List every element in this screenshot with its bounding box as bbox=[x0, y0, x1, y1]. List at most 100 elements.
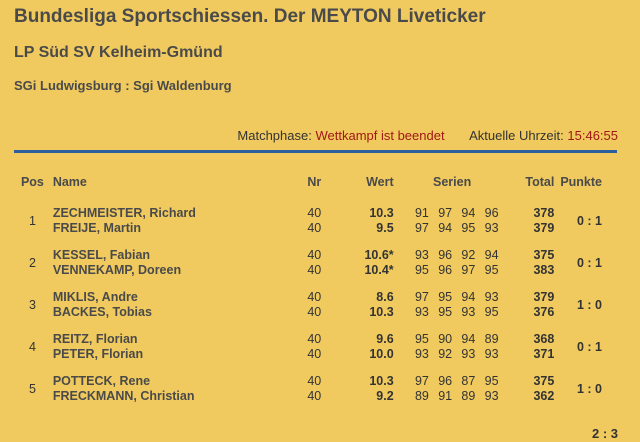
shot-value: 10.3 bbox=[369, 206, 394, 220]
series-score: 91 bbox=[438, 389, 453, 403]
league-subtitle: LP Süd SV Kelheim-Gmünd bbox=[14, 44, 223, 61]
shot-count: 40 bbox=[307, 332, 322, 346]
total-score: 383 bbox=[533, 263, 555, 277]
header-wert: Wert bbox=[366, 175, 394, 189]
shot-count: 40 bbox=[307, 290, 322, 304]
header-pos: Pos bbox=[20, 175, 44, 189]
table-header-row: Pos Name Nr Wert Serien Total Punkte bbox=[14, 170, 618, 194]
series-score: 95 bbox=[414, 263, 429, 277]
shot-count: 40 bbox=[307, 248, 322, 262]
shooter-name: MIKLIS, Andre bbox=[52, 290, 138, 304]
series-score: 89 bbox=[461, 389, 476, 403]
shot-value: 9.2 bbox=[376, 389, 394, 403]
total-score: 375 bbox=[533, 248, 555, 262]
series-score: 96 bbox=[438, 374, 453, 388]
table-row: 3 MIKLIS, Andre 40 8.6 97 95 94 93 379 1 : 0 bbox=[14, 278, 618, 312]
total-score: 371 bbox=[533, 347, 555, 361]
series-score: 93 bbox=[484, 290, 499, 304]
series-score: 96 bbox=[484, 206, 499, 220]
table-row: FRECKMANN, Christian 40 9.2 89 91 89 93 362 bbox=[14, 389, 618, 404]
series-score: 87 bbox=[461, 374, 476, 388]
series-score: 89 bbox=[484, 332, 499, 346]
shot-count: 40 bbox=[307, 389, 322, 403]
shot-value: 10.0 bbox=[369, 347, 394, 361]
header-name: Name bbox=[52, 175, 87, 189]
match-points: 1 : 0 bbox=[576, 381, 602, 396]
series-score: 93 bbox=[414, 347, 429, 361]
series-score: 93 bbox=[484, 347, 499, 361]
match-points: 0 : 1 bbox=[576, 255, 602, 270]
series-score: 97 bbox=[461, 263, 476, 277]
shot-value: 8.6 bbox=[376, 290, 394, 304]
shot-count: 40 bbox=[307, 263, 322, 277]
series-score: 95 bbox=[484, 374, 499, 388]
shot-value: 10.4* bbox=[364, 263, 394, 277]
pos-cell: 2 bbox=[28, 255, 36, 270]
series-score: 94 bbox=[461, 332, 476, 346]
total-score: 378 bbox=[533, 206, 555, 220]
table-row: 1 ZECHMEISTER, Richard 40 10.3 91 97 94 96 378 0 … bbox=[14, 194, 618, 228]
series-score: 95 bbox=[438, 290, 453, 304]
shot-count: 40 bbox=[307, 347, 322, 361]
shooter-name: REITZ, Florian bbox=[52, 332, 138, 346]
table-row: FREIJE, Martin 40 9.5 97 94 95 93 379 bbox=[14, 221, 618, 236]
shot-count: 40 bbox=[307, 374, 322, 388]
series-score: 95 bbox=[461, 221, 476, 235]
series-score: 96 bbox=[438, 248, 453, 262]
series-score: 93 bbox=[484, 389, 499, 403]
shot-count: 40 bbox=[307, 305, 322, 319]
table-row: BACKES, Tobias 40 10.3 93 95 93 95 376 bbox=[14, 305, 618, 320]
time-value: 15:46:55 bbox=[567, 128, 618, 143]
series-score: 90 bbox=[438, 332, 453, 346]
status-bar: Matchphase: Wettkampf ist beendet Aktuel… bbox=[237, 128, 618, 143]
series-score: 94 bbox=[461, 206, 476, 220]
header-total: Total bbox=[525, 175, 555, 189]
matchphase-value: Wettkampf ist beendet bbox=[315, 128, 445, 143]
shooter-name: POTTECK, Rene bbox=[52, 374, 151, 388]
match-points: 0 : 1 bbox=[576, 213, 602, 228]
series-score: 97 bbox=[414, 290, 429, 304]
series-score: 97 bbox=[438, 206, 453, 220]
shooter-name: KESSEL, Fabian bbox=[52, 248, 151, 262]
series-score: 94 bbox=[461, 290, 476, 304]
match-title: SGi Ludwigsburg : Sgi Waldenburg bbox=[14, 78, 232, 93]
total-score: 375 bbox=[533, 374, 555, 388]
shot-value: 10.3 bbox=[369, 374, 394, 388]
header-punkte: Punkte bbox=[560, 175, 602, 189]
series-score: 93 bbox=[484, 221, 499, 235]
series-score: 95 bbox=[438, 305, 453, 319]
header-divider bbox=[14, 150, 617, 153]
header-nr: Nr bbox=[307, 175, 322, 189]
total-score: 379 bbox=[533, 290, 555, 304]
shot-value: 10.3 bbox=[369, 305, 394, 319]
total-score: 368 bbox=[533, 332, 555, 346]
shot-value: 9.5 bbox=[376, 221, 394, 235]
matchphase-label: Matchphase: bbox=[237, 128, 312, 143]
series-score: 93 bbox=[461, 305, 476, 319]
series-score: 95 bbox=[414, 332, 429, 346]
match-points: 0 : 1 bbox=[576, 339, 602, 354]
series-score: 95 bbox=[484, 305, 499, 319]
total-score: 376 bbox=[533, 305, 555, 319]
total-score: 362 bbox=[533, 389, 555, 403]
shot-value: 10.6* bbox=[364, 248, 394, 262]
series-score: 91 bbox=[414, 206, 429, 220]
table-row: 5 POTTECK, Rene 40 10.3 97 96 87 95 375 1 : 0 bbox=[14, 362, 618, 396]
series-score: 97 bbox=[414, 374, 429, 388]
time-label: Aktuelle Uhrzeit: bbox=[469, 128, 564, 143]
shooter-name: BACKES, Tobias bbox=[52, 305, 152, 319]
table-row: VENNEKAMP, Doreen 40 10.4* 95 96 97 95 383 bbox=[14, 263, 618, 278]
shot-count: 40 bbox=[307, 221, 322, 235]
page-title: Bundesliga Sportschiessen. Der MEYTON Li… bbox=[14, 6, 486, 27]
results-table: Pos Name Nr Wert Serien Total Punkte 1 ZE… bbox=[14, 170, 618, 404]
shooter-name: PETER, Florian bbox=[52, 347, 144, 361]
shooter-name: FRECKMANN, Christian bbox=[52, 389, 195, 403]
header-serien: Serien bbox=[432, 175, 472, 189]
total-score: 379 bbox=[533, 221, 555, 235]
series-score: 93 bbox=[414, 305, 429, 319]
series-score: 94 bbox=[484, 248, 499, 262]
series-score: 94 bbox=[438, 221, 453, 235]
table-row: 4 REITZ, Florian 40 9.6 95 90 94 89 368 0 : 1 bbox=[14, 320, 618, 354]
table-row: PETER, Florian 40 10.0 93 92 93 93 371 bbox=[14, 347, 618, 362]
final-score: 2 : 3 bbox=[591, 426, 618, 441]
